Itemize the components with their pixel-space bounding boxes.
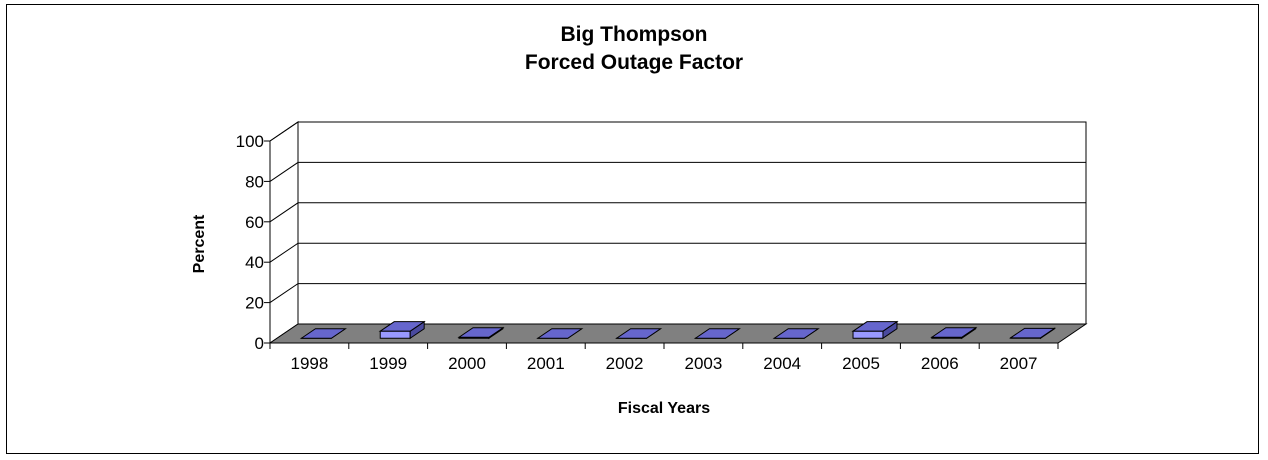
y-tick-label: 80	[245, 172, 264, 191]
gridline	[269, 161, 1086, 182]
bar-2004	[772, 328, 820, 339]
bar-1999	[378, 320, 426, 340]
bar-2007	[1009, 327, 1057, 340]
x-tick-label: 2006	[921, 354, 959, 373]
bar-2001	[536, 328, 584, 339]
x-tick-label: 1999	[369, 354, 407, 373]
y-tick-label: 0	[255, 334, 264, 353]
bar-top	[851, 321, 899, 332]
bar-front	[379, 330, 411, 339]
bar-top	[299, 328, 347, 339]
bar-top	[615, 328, 663, 339]
gridline	[269, 242, 1086, 263]
bar-2006	[930, 326, 978, 340]
bar-2002	[615, 328, 663, 339]
x-tick-label: 2007	[1000, 354, 1038, 373]
gridline	[269, 121, 1086, 142]
bar-top	[536, 328, 584, 339]
bar-1998	[299, 328, 347, 339]
y-tick-label: 100	[236, 132, 264, 151]
bar-top	[378, 321, 426, 332]
x-tick-label: 2005	[842, 354, 880, 373]
x-tick-label: 2000	[448, 354, 486, 373]
bar-2003	[693, 328, 741, 339]
y-tick-label: 20	[245, 294, 264, 313]
x-axis-label: Fiscal Years	[617, 400, 711, 417]
x-tick-label: 1998	[290, 354, 328, 373]
bar-2005	[851, 320, 899, 340]
x-tick-label: 2003	[684, 354, 722, 373]
x-tick-label: 2001	[527, 354, 565, 373]
x-tick-label: 2002	[606, 354, 644, 373]
bar-top	[1009, 327, 1057, 339]
y-tick-label: 40	[245, 253, 264, 272]
bar-2000	[457, 326, 505, 340]
bar-top	[457, 327, 505, 338]
x-tick-label: 2004	[763, 354, 801, 373]
bar-top	[772, 328, 820, 339]
gridline	[269, 283, 1086, 304]
bar-top	[693, 328, 741, 339]
chart-title-line2: Forced Outage Factor	[524, 51, 744, 74]
y-tick-label: 60	[245, 213, 264, 232]
chart-title-line1: Big Thompson	[560, 23, 708, 46]
back-wall	[297, 121, 1087, 325]
gridline	[269, 202, 1086, 223]
bar-front	[852, 330, 884, 339]
side-wall	[269, 121, 299, 344]
bar-top	[930, 327, 978, 338]
